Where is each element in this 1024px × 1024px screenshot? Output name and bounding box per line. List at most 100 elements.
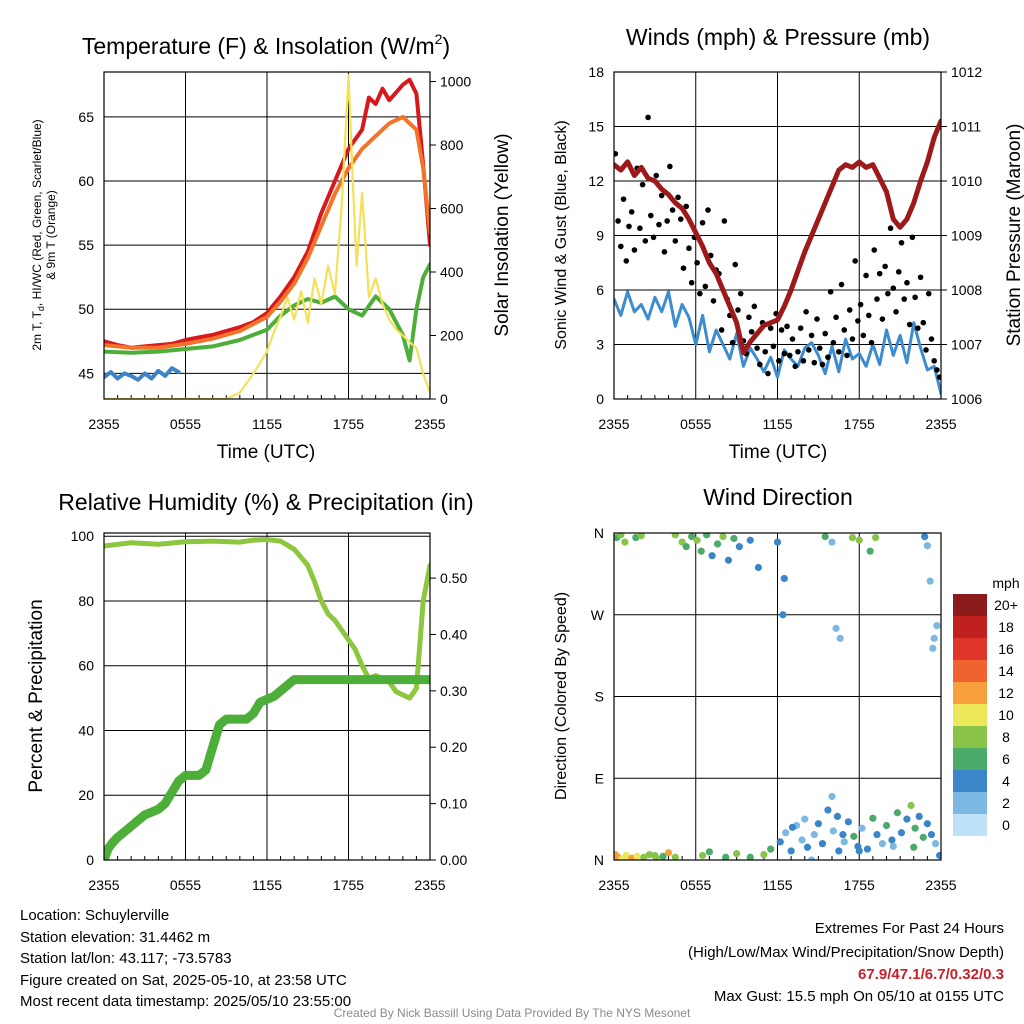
gust-point xyxy=(721,218,728,224)
gust-point xyxy=(846,307,853,313)
gust-point xyxy=(904,279,910,286)
gust-point xyxy=(893,309,899,315)
wind-y-axis-label: Sonic Wind & Gust (Blue, Black) xyxy=(553,120,570,349)
gust-point xyxy=(855,318,861,324)
x-tick-label: 2355 xyxy=(88,416,119,432)
legend-label: 4 xyxy=(1002,773,1010,789)
gust-point xyxy=(895,269,902,275)
x-tick-label: 2355 xyxy=(925,416,956,432)
legend-swatch xyxy=(953,704,987,726)
direction-point xyxy=(705,848,713,856)
y2-tick-label: 1000 xyxy=(440,74,471,90)
gust-point xyxy=(833,314,839,321)
latlon-line: Station lat/lon: 43.117; -73.5783 xyxy=(20,950,232,967)
legend-label: 10 xyxy=(998,707,1014,723)
gust-point xyxy=(770,343,777,350)
temperature-chart-title: Temperature (F) & Insolation (W/m2) xyxy=(82,31,450,59)
x-tick-label: 1755 xyxy=(844,877,875,893)
y-tick-label: 0 xyxy=(596,391,604,407)
gust-point xyxy=(667,163,673,170)
direction-point xyxy=(888,836,896,844)
direction-point xyxy=(818,840,827,848)
direction-point xyxy=(697,547,705,555)
legend-swatch xyxy=(953,682,987,704)
extremes-title: Extremes For Past 24 Hours xyxy=(814,920,1004,937)
gust-point xyxy=(825,354,831,361)
y-tick-label: 55 xyxy=(78,237,94,253)
gust-point xyxy=(838,281,845,288)
direction-point xyxy=(664,849,673,857)
direction-point xyxy=(671,533,679,539)
direction-point xyxy=(907,801,915,810)
gust-point xyxy=(819,361,826,368)
y-tick-label: 9 xyxy=(596,228,604,244)
plot-frame xyxy=(103,532,431,861)
y-tick-label: W xyxy=(591,607,605,623)
gust-point xyxy=(806,347,812,353)
y-tick-label: 80 xyxy=(78,593,94,609)
plot-frame xyxy=(613,71,942,400)
direction-point xyxy=(640,853,648,860)
direction-point xyxy=(897,829,906,837)
gust-point xyxy=(879,316,886,322)
gust-point xyxy=(699,219,706,226)
gust-point xyxy=(792,363,799,370)
direction-point xyxy=(724,556,733,564)
legend-label: 16 xyxy=(998,641,1014,657)
direction-point xyxy=(919,833,927,841)
gust-point xyxy=(631,247,638,253)
gust-point xyxy=(746,314,752,321)
gust-point xyxy=(729,339,736,346)
y-tick-label: 18 xyxy=(588,64,604,80)
gust-point xyxy=(767,325,774,331)
direction-point xyxy=(829,827,837,835)
direction-point xyxy=(863,845,872,853)
x-tick-label: 1755 xyxy=(333,877,364,893)
direction-point xyxy=(832,624,840,632)
direction-point xyxy=(659,852,667,860)
direction-point xyxy=(754,563,763,572)
y-tick-label: N xyxy=(594,525,604,541)
direction-point xyxy=(858,824,866,832)
x-tick-label: 1755 xyxy=(844,416,875,432)
gust-point xyxy=(887,225,894,232)
direction-point xyxy=(617,533,625,539)
y-tick-label: 60 xyxy=(78,173,94,189)
direction-point xyxy=(910,843,918,851)
direction-point xyxy=(807,856,816,860)
extremes-subtitle: (High/Low/Max Wind/Precipitation/Snow De… xyxy=(688,943,1004,961)
x-tick-label: 0555 xyxy=(170,877,201,893)
direction-point xyxy=(840,838,848,846)
gust-point xyxy=(906,321,913,328)
y2-tick-label: 1012 xyxy=(951,64,982,80)
y2-tick-label: 0.50 xyxy=(440,570,467,586)
plot-frame xyxy=(613,532,942,861)
gust-point xyxy=(710,298,717,304)
y2-tick-label: 1011 xyxy=(951,119,981,135)
gust-point xyxy=(756,361,763,368)
max-gust-line: Max Gust: 15.5 mph On 05/10 at 0155 UTC xyxy=(713,987,1004,1005)
gust-point xyxy=(623,258,630,264)
direction-point xyxy=(798,836,806,844)
dewpoint-line xyxy=(104,262,430,363)
temperature-y-axis-label-1: 2m T, Td, HI/WC (Red, Green, Scarlet/Blu… xyxy=(30,119,46,350)
direction-point xyxy=(746,536,754,544)
y-tick-label: E xyxy=(595,770,604,786)
gust-point xyxy=(931,358,937,364)
direction-point xyxy=(760,850,768,859)
direction-point xyxy=(722,853,730,860)
y2-tick-label: 800 xyxy=(440,137,464,153)
y2-tick-label: 200 xyxy=(440,328,464,344)
gust-point xyxy=(781,350,788,357)
direction-point xyxy=(866,547,874,555)
solar-insolation-line xyxy=(104,74,430,399)
direction-point xyxy=(839,830,847,839)
direction-point xyxy=(882,821,891,830)
gust-point xyxy=(923,347,929,353)
direction-point xyxy=(835,847,843,855)
direction-chart-title: Wind Direction xyxy=(703,484,853,510)
series-group xyxy=(104,74,430,399)
direction-point xyxy=(844,818,852,826)
gust-point xyxy=(784,323,790,330)
gust-point xyxy=(664,218,670,224)
